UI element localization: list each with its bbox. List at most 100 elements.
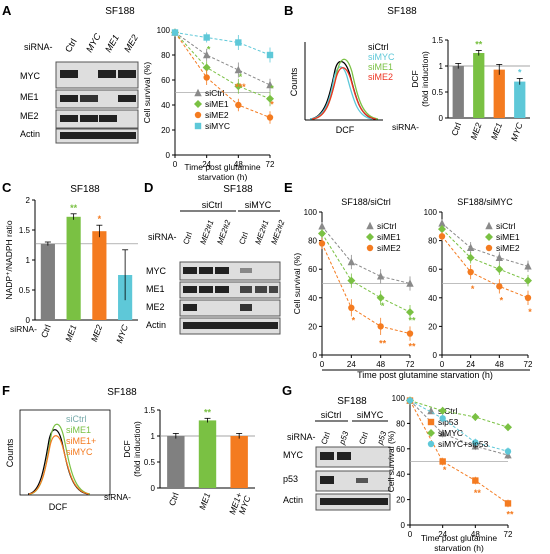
legend-marker-siCtrl xyxy=(427,406,435,415)
y-axis-label: Cell survival (%) xyxy=(292,253,302,315)
significance-mark: * xyxy=(352,316,356,326)
panel-A-lane-me1: ME1 xyxy=(103,33,121,54)
x-tick-label: 72 xyxy=(524,360,533,369)
data-point-siME1 xyxy=(347,276,356,285)
significance-mark: * xyxy=(443,465,447,475)
y-tick-label: 20 xyxy=(428,322,437,331)
significance-mark: * xyxy=(270,83,274,93)
significance-mark: * xyxy=(471,284,475,294)
data-point-siCtrl xyxy=(438,219,446,227)
panel-F-legend-simyc: siMYC xyxy=(66,447,93,457)
panel-A-blot-label-me2: ME2 xyxy=(20,111,39,121)
x-tick-label: ME2 xyxy=(468,121,483,141)
panel-G-lane-3: Ctrl xyxy=(357,431,370,446)
x-tick-label: 0 xyxy=(320,360,325,369)
y-tick-label: 0 xyxy=(433,351,438,360)
x-tick-label: MYC xyxy=(509,120,525,142)
y-tick-label: 60 xyxy=(161,76,170,85)
data-point-sip53 xyxy=(472,477,479,484)
x-tick-label: Ctrl xyxy=(167,491,181,507)
y-axis-label: Cell survival (%) xyxy=(386,431,396,493)
x-tick-label: 72 xyxy=(406,360,415,369)
data-point-siMYC xyxy=(171,29,179,36)
chart-title: SF188/siMYC xyxy=(457,197,513,207)
series-line-siCtrl xyxy=(321,225,411,284)
panel-B-legend-sictrl: siCtrl xyxy=(368,42,389,52)
data-point-siCtrl xyxy=(234,65,243,74)
legend-label-siCtrl: siCtrl xyxy=(377,221,396,231)
legend-marker-siMYC xyxy=(427,429,435,437)
data-point-siME2 xyxy=(235,101,242,109)
legend-label-siME2: siME2 xyxy=(496,243,520,253)
legend-label-siME2: siME2 xyxy=(205,110,229,120)
panel-D-lane-5: ME2#1 xyxy=(253,219,270,246)
panel-F-flow: Counts DCF siCtrl siME1 siME1+ siMYC xyxy=(5,409,111,512)
y-axis-label: DCF(fold induction) xyxy=(410,51,430,107)
data-point-siME1 xyxy=(524,276,532,285)
data-point-siME2 xyxy=(348,304,355,312)
data-point-siME2 xyxy=(496,283,503,290)
significance-mark: *** xyxy=(235,82,246,92)
data-point-siME1 xyxy=(466,253,475,262)
panel-E-letter: E xyxy=(284,180,293,195)
panel-B-flow: Counts DCF siCtrl siMYC siME1 siME2 xyxy=(289,42,395,135)
series-line-siME1 xyxy=(174,32,271,100)
x-tick-label: MYC xyxy=(114,322,130,344)
bar-Ctrl xyxy=(452,66,464,118)
y-tick-label: 1.5 xyxy=(19,226,31,235)
y-tick-label: 0 xyxy=(313,351,318,360)
series-line-siCtrl xyxy=(441,223,529,267)
significance-mark: ** xyxy=(408,341,416,351)
y-tick-label: 40 xyxy=(161,101,170,110)
x-tick-label: 48 xyxy=(495,360,504,369)
panel-C-nadp-bar-chart: 0 0.5 1 1.5 2 NADP⁺/NADPH ratio siRNA- Ctrl ME1 M… xyxy=(4,196,138,344)
y-tick-label: 0 xyxy=(151,484,156,493)
bar-ME1-MYC xyxy=(230,436,248,488)
data-point-siMYC xyxy=(438,406,447,415)
panel-F-legend-sictrl: siCtrl xyxy=(66,414,87,424)
panel-B-legend-sime1: siME1 xyxy=(368,62,393,72)
panel-D-group-simyc: siMYC xyxy=(245,200,272,210)
y-axis-label: NADP⁺/NADPH ratio xyxy=(4,220,14,299)
y-tick-label: 0.5 xyxy=(144,458,156,467)
y-tick-label: 80 xyxy=(428,237,437,246)
x-tick-label: 72 xyxy=(504,530,513,539)
data-point-siMYC xyxy=(235,39,242,46)
panel-D-lane-1: Ctrl xyxy=(181,231,194,246)
series-line-siME1 xyxy=(321,233,411,313)
legend-marker-sip53 xyxy=(427,418,435,426)
panel-D-blot-label-me1: ME1 xyxy=(146,284,165,294)
legend-label-siME1: siME1 xyxy=(377,232,401,242)
data-point-sip53 xyxy=(439,458,446,465)
data-point-siME1 xyxy=(406,308,414,317)
panel-A-blot-label-me1: ME1 xyxy=(20,92,39,102)
y-tick-label: 20 xyxy=(161,126,170,135)
x-tick-label: 24 xyxy=(466,360,475,369)
data-point-siCtrl xyxy=(466,243,475,251)
x-tick-label: 0 xyxy=(408,530,413,539)
data-point-siME2 xyxy=(377,323,384,330)
y-tick-label: 1 xyxy=(26,256,31,265)
panel-B-legend-simyc: siMYC xyxy=(368,52,395,62)
x-tick-label: 72 xyxy=(266,160,275,169)
data-point-siME2 xyxy=(266,114,274,121)
data-point-siME1 xyxy=(234,82,243,91)
panel-F-legend-sime1-plus: siME1+ xyxy=(66,436,96,446)
y-tick-label: 100 xyxy=(157,26,171,35)
bar-ME1 xyxy=(493,69,505,118)
x-tick-label: ME1+MYC xyxy=(227,490,253,518)
significance-mark: * xyxy=(518,67,522,77)
panel-C-title: SF188 xyxy=(70,184,100,195)
panel-D-blot-label-me2: ME2 xyxy=(146,302,165,312)
data-point-siME1 xyxy=(438,225,446,234)
significance-mark: * xyxy=(207,45,211,55)
panel-G-group-sictrl: siCtrl xyxy=(321,410,342,420)
panel-A-blot: siRNA- Ctrl MYC ME1 ME2 MYC ME1 ME2 Acti… xyxy=(20,31,140,144)
y-tick-label: 20 xyxy=(308,322,317,331)
panel-D-sirna-label: siRNA- xyxy=(148,232,177,242)
significance-mark: ** xyxy=(408,316,416,326)
data-point-siMYC+sip53 xyxy=(439,415,446,422)
sirna-label: siRNA- xyxy=(10,324,37,334)
